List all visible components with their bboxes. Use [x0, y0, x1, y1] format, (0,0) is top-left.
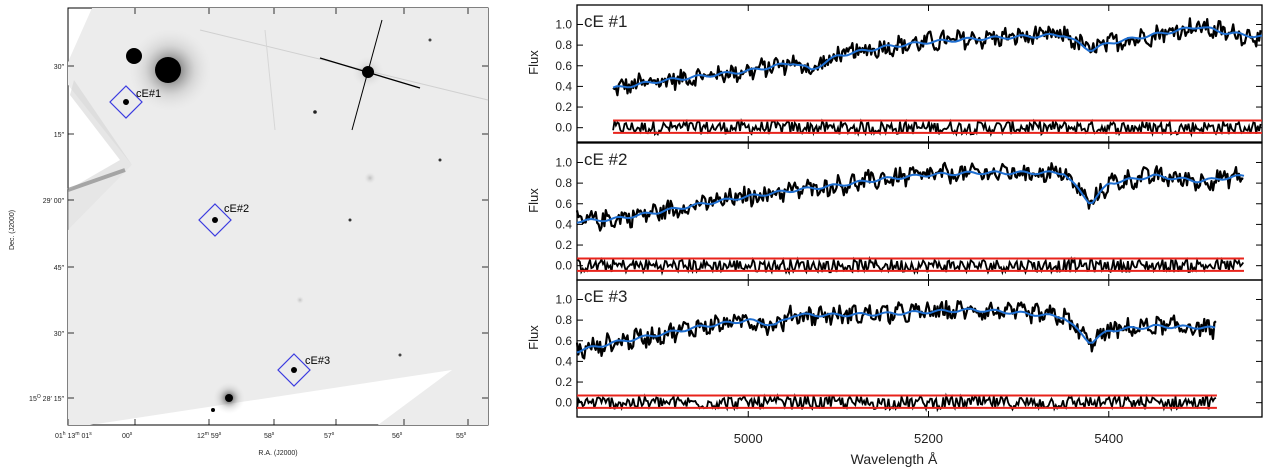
image-axis-ticks: [67, 8, 488, 425]
field-star-4: [348, 218, 352, 222]
model-fit: [576, 307, 1216, 354]
ra-tick-label: 55s: [456, 431, 467, 440]
star-spike-2: [351, 19, 383, 131]
spectrum-panel-ce2: Flux 1.0 0.8 0.6 0.4 0.2 0.0 cE #2: [526, 142, 1263, 281]
marker-diamond: [277, 353, 311, 387]
y-tick-label: 0.6: [555, 197, 572, 211]
y-tick-label: 1.0: [555, 292, 572, 306]
marker-ce3: cE#3: [277, 353, 330, 387]
x-tick-label: 5200: [914, 431, 943, 446]
spectrum-panel-ce3: Flux 1.0 0.8 0.6 0.4 0.2 0.0 cE #3: [526, 279, 1263, 418]
ra-tick-label: 56s: [392, 431, 403, 440]
marker-diamond: [109, 85, 143, 119]
x-tick-label: 5000: [734, 431, 763, 446]
y-tick-label: 0.6: [555, 59, 572, 73]
marker-label: cE#3: [305, 355, 330, 367]
panel-frame: [576, 4, 1263, 143]
chip-gap-shading: [68, 80, 132, 230]
wavelength-axis: Wavelength Å 5000 5200 5400: [734, 431, 1123, 467]
target-galaxy: [291, 367, 297, 373]
dec-tick-label: 30″: [54, 64, 65, 71]
y-tick-label: 0.6: [555, 334, 572, 348]
target-galaxy: [123, 99, 129, 105]
model-fit: [576, 170, 1245, 224]
ra-tick-label: 57s: [324, 431, 335, 440]
dec-axis-title: Dec. (J2000): [9, 210, 16, 250]
y-tick-label: 0.8: [555, 176, 572, 190]
field-star-5: [428, 38, 432, 42]
dec-tick-label: 29′ 00″: [43, 198, 65, 205]
model-fit: [612, 26, 1263, 89]
y-tick-label: 0.4: [555, 354, 572, 368]
marker-diamond: [198, 203, 232, 237]
chip-edge-streak: [67, 168, 126, 192]
galaxy-companion: [126, 48, 142, 64]
y-tick-label: 0.0: [555, 259, 572, 273]
panel-title: cE #2: [584, 150, 627, 169]
star-spike-1: [319, 57, 421, 89]
observed-spectrum: [575, 161, 1244, 232]
marker-label: cE#2: [224, 203, 249, 215]
y-axis-label: Flux: [526, 50, 541, 75]
y-tick-label: 0.2: [555, 100, 572, 114]
marker-ce2: cE#2: [198, 203, 249, 237]
dec-tick-label: 15″: [54, 132, 65, 139]
field-star-6: [398, 353, 402, 357]
y-tick-label: 0.2: [555, 238, 572, 252]
ra-axis-title: R.A. (J2000): [258, 450, 297, 457]
dec-tick-label: 30″: [54, 331, 65, 338]
y-tick-label: 0.4: [555, 79, 572, 93]
ra-tick-label: 01h 13m 01s: [55, 431, 92, 440]
bright-galaxy-core: [155, 57, 181, 83]
field-star-2: [313, 110, 317, 114]
observed-spectrum: [575, 300, 1217, 360]
ra-tick-label: 58s: [264, 431, 275, 440]
panel-title: cE #1: [584, 12, 627, 31]
x-tick-label: 5400: [1094, 431, 1123, 446]
chip-seam-2: [264, 29, 276, 131]
field-star-3: [438, 158, 442, 162]
y-tick-label: 0.4: [555, 217, 572, 231]
dec-tick-labels: 30″ 15″ 29′ 00″ 45″ 30″ 15O 28′ 15″: [29, 64, 64, 403]
y-tick-label: 1.0: [555, 155, 572, 169]
dec-tick-label: 15O 28′ 15″: [29, 394, 64, 403]
marker-ce1: cE#1: [109, 85, 161, 119]
faint-galaxy: [364, 172, 376, 184]
spectra-figure: Flux 1.0 0.8 0.6 0.4 0.2 0.0 cE #1 Flux 1.0 0.8…: [520, 0, 1268, 469]
target-galaxy: [212, 217, 218, 223]
spectrum-panel-ce1: Flux 1.0 0.8 0.6 0.4 0.2 0.0 cE #1: [526, 4, 1263, 143]
x-axis-label: Wavelength Å: [851, 451, 938, 467]
spectra-chart: Flux 1.0 0.8 0.6 0.4 0.2 0.0 cE #1 Flux 1.0 0.8…: [526, 4, 1263, 467]
panel-title: cE #3: [584, 287, 627, 306]
ra-tick-label: 12m 59s: [197, 431, 222, 440]
sky-image-panel: cE#1 cE#2 cE#3 01h 13m 01s 00s 12m 59s 5…: [0, 0, 500, 469]
field-star: [211, 408, 215, 412]
y-tick-label: 0.8: [555, 313, 572, 327]
y-tick-label: 0.8: [555, 38, 572, 52]
y-tick-label: 1.0: [555, 17, 572, 31]
faint-galaxy-2: [296, 296, 304, 304]
y-axis-label: Flux: [526, 325, 541, 350]
marker-label: cE#1: [136, 88, 161, 100]
lower-galaxy-core: [225, 394, 233, 402]
sky-image-figure: cE#1 cE#2 cE#3 01h 13m 01s 00s 12m 59s 5…: [9, 7, 489, 457]
ra-tick-label: 00s: [122, 431, 133, 440]
y-axis-label: Flux: [526, 188, 541, 213]
y-tick-label: 0.2: [555, 375, 572, 389]
dec-tick-label: 45″: [54, 265, 65, 272]
y-tick-label: 0.0: [555, 121, 572, 135]
exposure-footprint: [68, 8, 488, 425]
ra-tick-labels: 01h 13m 01s 00s 12m 59s 58s 57s 56s 55s: [55, 431, 467, 440]
observed-spectrum: [612, 17, 1262, 97]
y-tick-label: 0.0: [555, 396, 572, 410]
